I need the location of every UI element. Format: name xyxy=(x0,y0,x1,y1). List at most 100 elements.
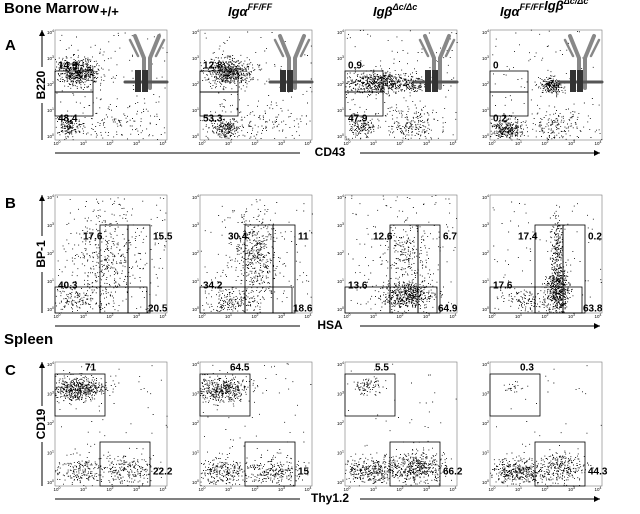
tick-exp: 1 xyxy=(342,107,344,111)
tick-exp: 0 xyxy=(52,479,54,483)
x-tick-label: 100 xyxy=(54,313,61,319)
tick-base: 10 xyxy=(337,421,343,426)
tick-exp: 1 xyxy=(375,313,377,317)
x-tick-label: 101 xyxy=(80,140,87,146)
y-tick-label: 102 xyxy=(482,420,489,426)
x-tick-label: 102 xyxy=(252,313,259,319)
tick-base: 10 xyxy=(337,451,343,456)
tick-exp: 0 xyxy=(349,486,351,490)
x-tick-label: 100 xyxy=(344,313,351,319)
tick-exp: 3 xyxy=(283,140,285,144)
events xyxy=(490,29,603,141)
header-superscript: Δc/Δc xyxy=(563,0,589,6)
tick-exp: 0 xyxy=(59,140,61,144)
tick-exp: 3 xyxy=(573,140,575,144)
tick-exp: 1 xyxy=(342,450,344,454)
y-tick-label: 102 xyxy=(47,81,54,87)
y-tick-label: 104 xyxy=(482,29,489,35)
tick-base: 10 xyxy=(133,487,139,492)
x-tick-label: 102 xyxy=(542,140,549,146)
tick-exp: 1 xyxy=(487,450,489,454)
gate-percentage: 11 xyxy=(298,232,309,243)
tick-exp: 0 xyxy=(204,140,206,144)
gate xyxy=(344,373,396,417)
y-tick-label: 101 xyxy=(337,278,344,284)
tick-exp: 3 xyxy=(283,313,285,317)
gate-percentage: 53.3 xyxy=(203,114,223,125)
tick-exp: 4 xyxy=(52,361,54,365)
label-bg xyxy=(34,67,50,103)
x-tick-label: 102 xyxy=(252,140,259,146)
x-tick-label: 100 xyxy=(54,486,61,492)
tick-base: 10 xyxy=(337,108,343,113)
tick-exp: 2 xyxy=(197,81,199,85)
tick-base: 10 xyxy=(482,279,488,284)
y-axis-label: B220 xyxy=(34,70,48,99)
tick-base: 10 xyxy=(482,108,488,113)
gate xyxy=(199,373,251,417)
tick-exp: 3 xyxy=(52,222,54,226)
gate-percentage: 5.5 xyxy=(375,363,389,374)
tick-base: 10 xyxy=(482,362,488,367)
tick-exp: 3 xyxy=(487,55,489,59)
gate xyxy=(389,286,438,314)
y-tick-label: 100 xyxy=(192,306,199,312)
y-tick-label: 102 xyxy=(192,420,199,426)
tick-exp: 3 xyxy=(342,55,344,59)
tick-base: 10 xyxy=(47,56,53,61)
tick-exp: 0 xyxy=(487,306,489,310)
tick-exp: 3 xyxy=(342,391,344,395)
tick-base: 10 xyxy=(252,141,258,146)
events xyxy=(55,364,168,487)
tick-base: 10 xyxy=(337,134,343,139)
tick-exp: 0 xyxy=(342,133,344,137)
tick-base: 10 xyxy=(133,314,139,319)
tick-base: 10 xyxy=(482,392,488,397)
column-header: IgαFF/FF xyxy=(228,2,273,19)
tick-exp: 2 xyxy=(112,486,114,490)
tick-exp: 4 xyxy=(600,313,602,317)
x-tick-label: 100 xyxy=(199,486,206,492)
tick-base: 10 xyxy=(225,141,231,146)
x-tick-label: 100 xyxy=(344,486,351,492)
x-tick-label: 103 xyxy=(568,140,575,146)
tick-exp: 2 xyxy=(342,81,344,85)
tick-base: 10 xyxy=(370,314,376,319)
antibody-light xyxy=(563,38,601,58)
tick-exp: 3 xyxy=(52,391,54,395)
signaling-chain xyxy=(577,70,583,92)
x-tick-label: 104 xyxy=(595,486,602,492)
tick-exp: 1 xyxy=(85,140,87,144)
tick-exp: 3 xyxy=(573,486,575,490)
x-tick-label: 103 xyxy=(423,486,430,492)
arrowhead xyxy=(594,150,600,156)
tick-base: 10 xyxy=(192,480,198,485)
x-tick-label: 104 xyxy=(160,486,167,492)
y-tick-label: 101 xyxy=(47,278,54,284)
y-tick-label: 103 xyxy=(337,55,344,61)
y-tick-label: 103 xyxy=(482,222,489,228)
x-tick-label: 101 xyxy=(370,313,377,319)
tick-base: 10 xyxy=(515,314,521,319)
x-tick-label: 102 xyxy=(397,140,404,146)
tick-exp: 2 xyxy=(547,313,549,317)
y-tick-label: 101 xyxy=(192,278,199,284)
tick-base: 10 xyxy=(160,141,166,146)
x-tick-label: 103 xyxy=(133,486,140,492)
tick-exp: 1 xyxy=(52,107,54,111)
tick-base: 10 xyxy=(305,487,311,492)
x-tick-label: 100 xyxy=(199,313,206,319)
tick-base: 10 xyxy=(192,56,198,61)
tick-base: 10 xyxy=(192,307,198,312)
tick-base: 10 xyxy=(595,487,601,492)
tick-exp: 0 xyxy=(59,313,61,317)
receptor-icon xyxy=(123,34,169,92)
header-superscript: FF/FF xyxy=(520,2,545,12)
tick-exp: 0 xyxy=(342,306,344,310)
tick-exp: 4 xyxy=(342,361,344,365)
tick-base: 10 xyxy=(482,307,488,312)
tick-exp: 2 xyxy=(402,313,404,317)
tick-exp: 4 xyxy=(165,140,167,144)
gate xyxy=(344,91,384,117)
